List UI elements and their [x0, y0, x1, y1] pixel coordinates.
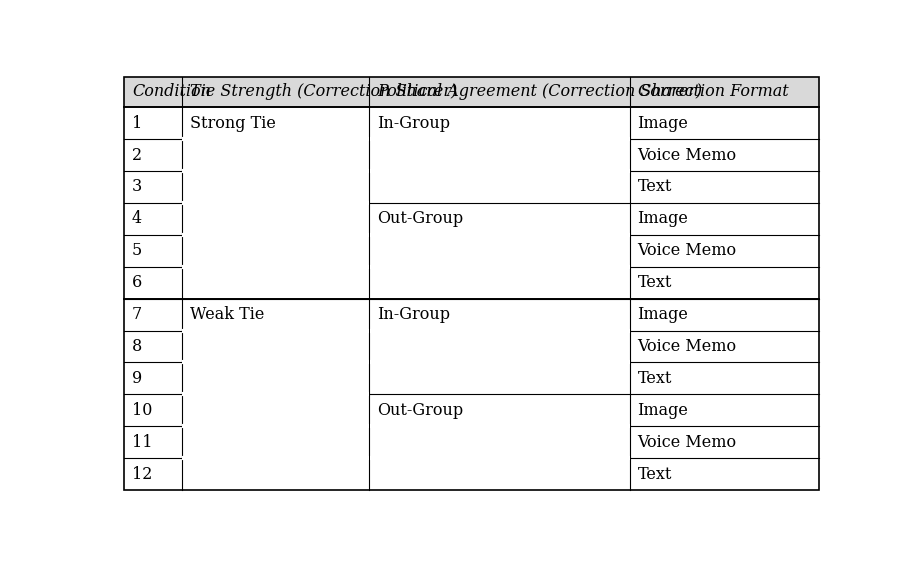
Text: Image: Image	[637, 210, 687, 227]
Text: Out-Group: Out-Group	[377, 210, 463, 227]
Text: Text: Text	[637, 274, 671, 291]
Text: Voice Memo: Voice Memo	[637, 434, 736, 450]
Text: 8: 8	[132, 338, 142, 355]
Text: 12: 12	[132, 466, 153, 482]
Text: Political Agreement (Correction Sharer): Political Agreement (Correction Sharer)	[377, 84, 701, 100]
Text: Image: Image	[637, 402, 687, 419]
Text: In-Group: In-Group	[377, 114, 449, 132]
Text: In-Group: In-Group	[377, 306, 449, 323]
Text: 11: 11	[132, 434, 153, 450]
Text: Text: Text	[637, 178, 671, 195]
Text: Voice Memo: Voice Memo	[637, 242, 736, 259]
Text: Text: Text	[637, 466, 671, 482]
Text: Out-Group: Out-Group	[377, 402, 463, 419]
Text: Voice Memo: Voice Memo	[637, 338, 736, 355]
Text: 2: 2	[132, 146, 142, 164]
Text: Voice Memo: Voice Memo	[637, 146, 736, 164]
Text: Image: Image	[637, 114, 687, 132]
Text: Tie Strength (Correction Sharer): Tie Strength (Correction Sharer)	[189, 84, 457, 100]
Text: 6: 6	[132, 274, 142, 291]
Text: 7: 7	[132, 306, 142, 323]
Text: Strong Tie: Strong Tie	[189, 114, 276, 132]
Text: Text: Text	[637, 370, 671, 387]
Text: 10: 10	[132, 402, 153, 419]
Text: 3: 3	[132, 178, 142, 195]
Text: 9: 9	[132, 370, 142, 387]
Text: Correction Format: Correction Format	[637, 84, 788, 100]
Text: 1: 1	[132, 114, 142, 132]
Bar	[124, 76, 818, 107]
Text: Condition: Condition	[132, 84, 210, 100]
Text: 5: 5	[132, 242, 142, 259]
Text: Image: Image	[637, 306, 687, 323]
Text: Weak Tie: Weak Tie	[189, 306, 264, 323]
Text: 4: 4	[132, 210, 142, 227]
